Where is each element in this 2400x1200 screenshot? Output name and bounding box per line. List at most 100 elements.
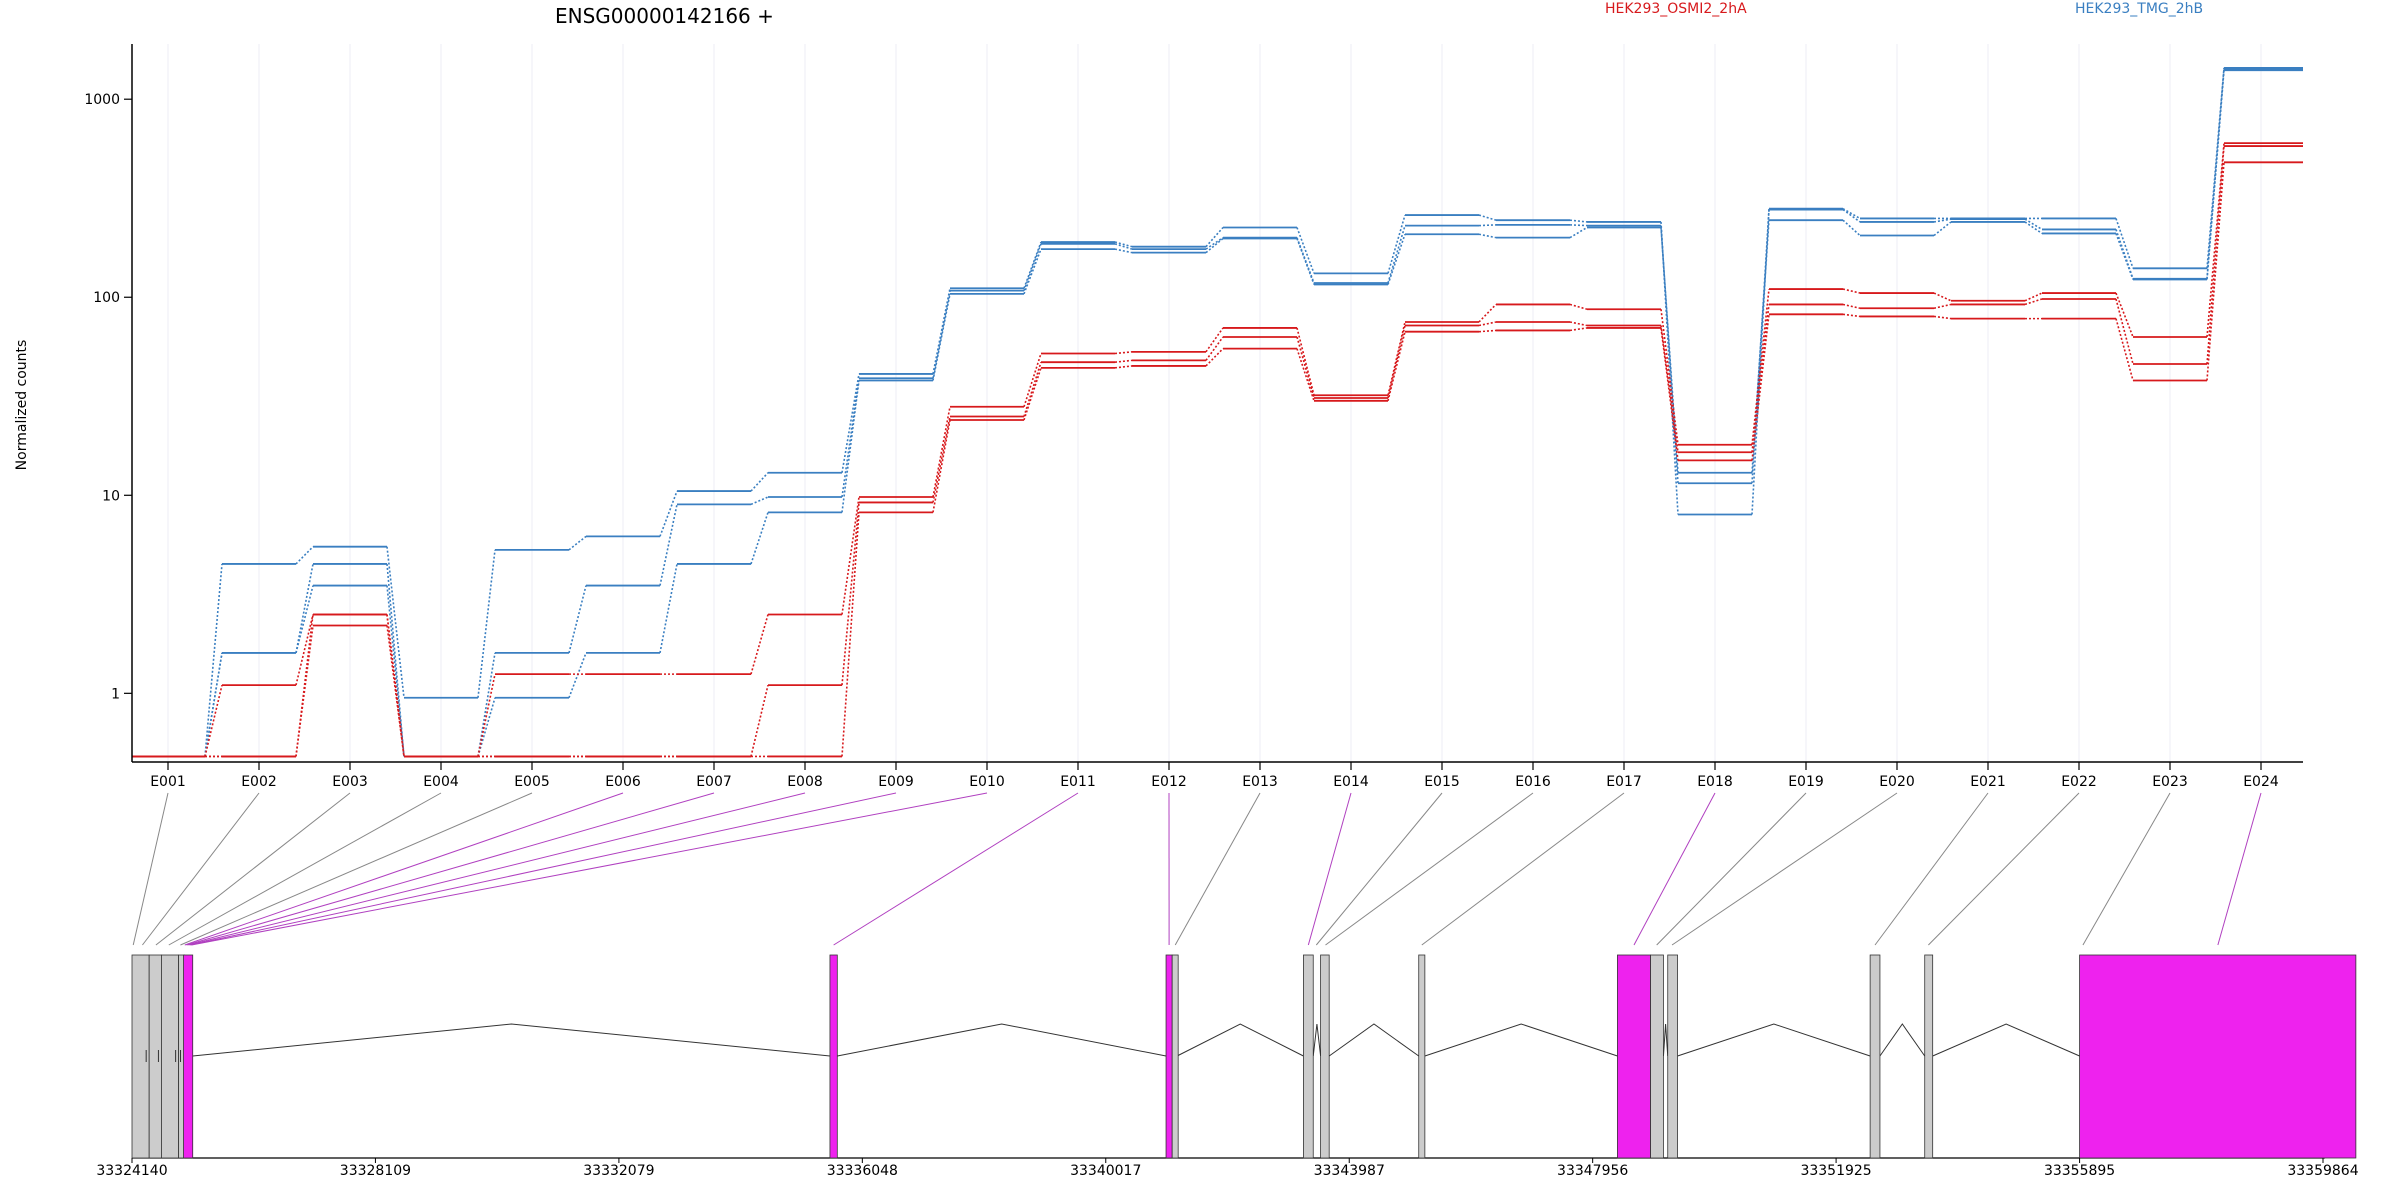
series-transition xyxy=(1842,288,1861,294)
coordinate-tick-label: 33343987 xyxy=(1314,1163,1385,1179)
x-tick-label: E005 xyxy=(514,774,550,790)
x-ticks: E001 E002 E003 E004 E005 E006 E007 E008 E009 E010… xyxy=(150,762,2279,790)
series-transition xyxy=(841,502,860,686)
grid-lines xyxy=(167,44,2262,762)
exon-box xyxy=(1650,954,1664,1159)
series-transition xyxy=(1023,353,1042,407)
x-tick-label: E011 xyxy=(1060,774,1096,790)
series-transition xyxy=(295,614,314,686)
exon-connector xyxy=(190,792,897,946)
exon-connector xyxy=(1307,792,1352,946)
series-transition xyxy=(1478,233,1497,239)
series-transition xyxy=(1023,361,1042,417)
x-tick-label: E017 xyxy=(1606,774,1642,790)
significant-exon-box xyxy=(183,954,194,1159)
series-transition xyxy=(1933,218,1952,223)
series-transition xyxy=(1296,238,1315,285)
series-transition xyxy=(1387,233,1406,285)
x-tick-label: E015 xyxy=(1424,774,1460,790)
series-transition xyxy=(2115,318,2134,381)
x-tick-label: E013 xyxy=(1242,774,1278,790)
series-transition xyxy=(2206,162,2225,381)
series-transition xyxy=(1569,224,1588,227)
series-transition xyxy=(750,472,769,492)
exon-connector xyxy=(186,792,715,946)
exon-box xyxy=(1320,954,1330,1159)
series-transition xyxy=(204,684,223,757)
coordinate-tick-label: 33340017 xyxy=(1070,1163,1141,1179)
exon-connector xyxy=(168,792,442,946)
series-transition xyxy=(1023,241,1042,289)
significant-exon-box xyxy=(2079,954,2357,1159)
series-transition xyxy=(1205,327,1224,353)
significant-exon-box xyxy=(829,954,838,1159)
intron xyxy=(1932,1023,2080,1057)
intron xyxy=(1312,1023,1322,1057)
series-transition xyxy=(932,406,951,498)
series-transition xyxy=(1933,221,1952,237)
series-transition xyxy=(568,652,587,699)
coordinate-tick-label: 33332079 xyxy=(583,1163,654,1179)
series-transition xyxy=(1842,303,1861,310)
x-tick-label: E004 xyxy=(423,774,459,790)
series-transition xyxy=(295,563,314,654)
x-tick-label: E002 xyxy=(241,774,277,790)
series-transition xyxy=(1296,348,1315,402)
exon-connector xyxy=(1656,792,1807,946)
series-transition xyxy=(477,549,496,698)
series-transition xyxy=(1114,365,1133,369)
series-transition xyxy=(204,652,223,757)
series-transition xyxy=(386,563,405,757)
series-transition xyxy=(1023,367,1042,421)
series-transition xyxy=(568,585,587,654)
exon-connector xyxy=(1315,792,1443,946)
x-tick-label: E021 xyxy=(1970,774,2006,790)
series-transition xyxy=(2206,145,2225,365)
x-tick-label: E016 xyxy=(1515,774,1551,790)
series-transition xyxy=(1387,225,1406,284)
series-transition xyxy=(2024,298,2043,306)
intron xyxy=(837,1023,1167,1057)
x-tick-label: E014 xyxy=(1333,774,1369,790)
series-transition xyxy=(1569,219,1588,223)
series-transition xyxy=(750,684,769,757)
chart-title: ENSG00000142166 + xyxy=(555,4,774,28)
x-tick-label: E024 xyxy=(2243,774,2279,790)
exon-connector xyxy=(142,792,260,946)
x-tick-label: E008 xyxy=(787,774,823,790)
legend-entry-osmi2: HEK293_OSMI2_2hA xyxy=(1605,1,1747,17)
x-tick-label: E012 xyxy=(1151,774,1187,790)
series-transition xyxy=(1387,214,1406,274)
series-transition xyxy=(1751,314,1770,461)
series-transition xyxy=(659,504,678,586)
series-transition xyxy=(1660,309,1679,445)
series-transition xyxy=(2206,70,2225,280)
intron xyxy=(192,1023,831,1057)
series-transition xyxy=(1478,321,1497,327)
series-transition xyxy=(1114,359,1133,363)
series-transition xyxy=(477,673,496,757)
exon-connector xyxy=(1421,792,1625,946)
series-transition xyxy=(841,380,860,513)
series-transition xyxy=(1205,336,1224,361)
series-transition xyxy=(1387,331,1406,401)
series-transition xyxy=(1478,224,1497,227)
coordinate-tick-label: 33347956 xyxy=(1557,1163,1628,1179)
series-transition xyxy=(659,490,678,537)
series-transition xyxy=(1842,219,1861,237)
exon-box xyxy=(1924,954,1934,1159)
y-tick-label: 1 xyxy=(111,686,120,702)
exon-box xyxy=(148,954,162,1159)
series-transition xyxy=(1205,237,1224,254)
series-transition xyxy=(2024,218,2043,231)
series-transition xyxy=(932,293,951,381)
series-transition xyxy=(1569,303,1588,310)
series-transition xyxy=(1205,348,1224,367)
coordinate-tick-label: 33324140 xyxy=(96,1163,167,1179)
series-transition xyxy=(1660,227,1679,473)
series-lines xyxy=(132,66,2303,758)
y-axis-label: Normalized counts xyxy=(14,340,30,471)
y-ticks: 1 10 100 1000 xyxy=(84,92,132,702)
exon-connector xyxy=(1325,792,1534,946)
series-transition xyxy=(1387,325,1406,399)
